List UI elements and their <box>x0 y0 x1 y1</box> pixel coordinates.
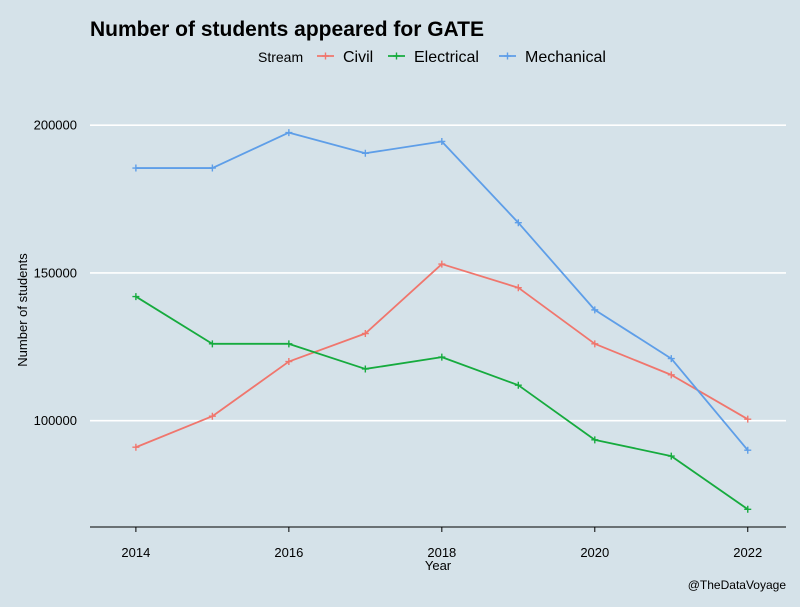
data-point-civil <box>514 284 522 292</box>
series-line-electrical <box>135 295 749 511</box>
data-point-civil <box>208 412 216 420</box>
data-point-electrical <box>514 381 522 389</box>
data-point-electrical <box>361 365 369 373</box>
data-point-electrical <box>132 293 140 301</box>
series-layer <box>132 129 752 513</box>
x-tick-label: 2014 <box>121 545 150 560</box>
series-line-mechanical <box>135 131 749 451</box>
data-point-electrical <box>591 436 599 444</box>
legend: Stream Civil Electrical Mechanical <box>258 49 606 66</box>
data-point-mechanical <box>132 164 140 172</box>
x-tick-label: 2018 <box>427 545 456 560</box>
y-tick-label: 150000 <box>34 265 77 280</box>
legend-label-civil: Civil <box>343 49 373 66</box>
data-point-mechanical <box>361 149 369 157</box>
data-point-mechanical <box>514 219 522 227</box>
legend-label-mechanical: Mechanical <box>525 49 606 66</box>
y-tick-label: 100000 <box>34 413 77 428</box>
x-tick-label: 2022 <box>733 545 762 560</box>
data-point-mechanical <box>744 446 752 454</box>
data-point-mechanical <box>208 164 216 172</box>
legend-title: Stream <box>258 49 303 65</box>
data-point-mechanical <box>438 137 446 145</box>
data-point-civil <box>667 371 675 379</box>
x-tick-label: 2016 <box>274 545 303 560</box>
data-point-civil <box>285 358 293 366</box>
data-point-electrical <box>438 353 446 361</box>
legend-marker-civil <box>322 52 329 60</box>
data-point-electrical <box>744 505 752 513</box>
x-axis-title: Year <box>425 558 452 573</box>
data-point-mechanical <box>591 306 599 314</box>
data-point-electrical <box>285 340 293 348</box>
data-point-civil <box>361 329 369 337</box>
x-tick-label: 2020 <box>580 545 609 560</box>
legend-marker-electrical <box>393 52 400 60</box>
y-tick-label: 200000 <box>34 118 77 133</box>
data-point-civil <box>438 260 446 268</box>
y-axis-title: Number of students <box>15 253 30 367</box>
data-point-electrical <box>208 340 216 348</box>
x-axis-ticks: 2014 2016 2018 2020 2022 <box>121 527 762 560</box>
y-axis-ticks: 100000 150000 200000 <box>34 118 77 428</box>
legend-label-electrical: Electrical <box>414 49 479 66</box>
caption: @TheDataVoyage <box>688 578 787 592</box>
data-point-electrical <box>667 452 675 460</box>
data-point-civil <box>591 340 599 348</box>
legend-marker-mechanical <box>504 52 511 60</box>
data-point-mechanical <box>285 129 293 137</box>
data-point-civil <box>132 443 140 451</box>
data-point-mechanical <box>667 355 675 363</box>
gridlines <box>90 124 786 422</box>
data-point-civil <box>744 415 752 423</box>
chart-title: Number of students appeared for GATE <box>90 18 484 41</box>
